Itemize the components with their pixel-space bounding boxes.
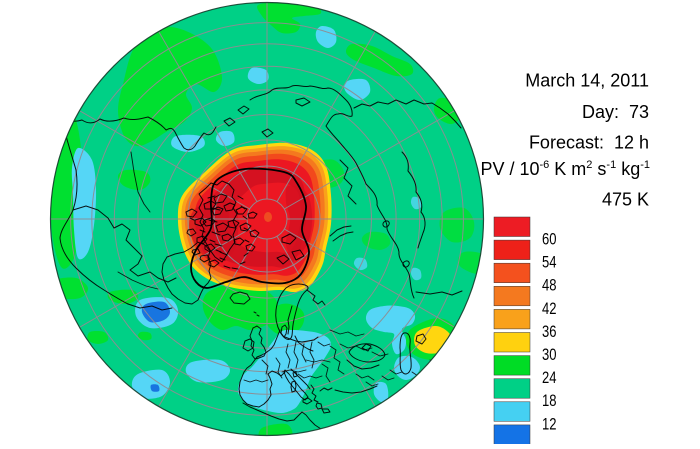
svg-text:36: 36 <box>542 323 557 341</box>
svg-text:54: 54 <box>542 254 557 272</box>
svg-text:March 14, 2011: March 14, 2011 <box>525 71 649 91</box>
svg-text:60: 60 <box>542 231 557 249</box>
svg-text:30: 30 <box>542 346 557 364</box>
svg-text:475 K: 475 K <box>602 190 649 210</box>
svg-text:Forecast: 12 h: Forecast: 12 h <box>529 133 649 153</box>
svg-text:PV / 10-6 K m2 s-1 kg-1: PV / 10-6 K m2 s-1 kg-1 <box>480 159 650 179</box>
svg-text:12: 12 <box>542 415 557 433</box>
svg-text:42: 42 <box>542 300 557 318</box>
svg-text:18: 18 <box>542 392 557 410</box>
svg-text:48: 48 <box>542 277 557 295</box>
svg-text:24: 24 <box>542 369 557 387</box>
svg-text:Day: 73: Day: 73 <box>582 102 649 122</box>
